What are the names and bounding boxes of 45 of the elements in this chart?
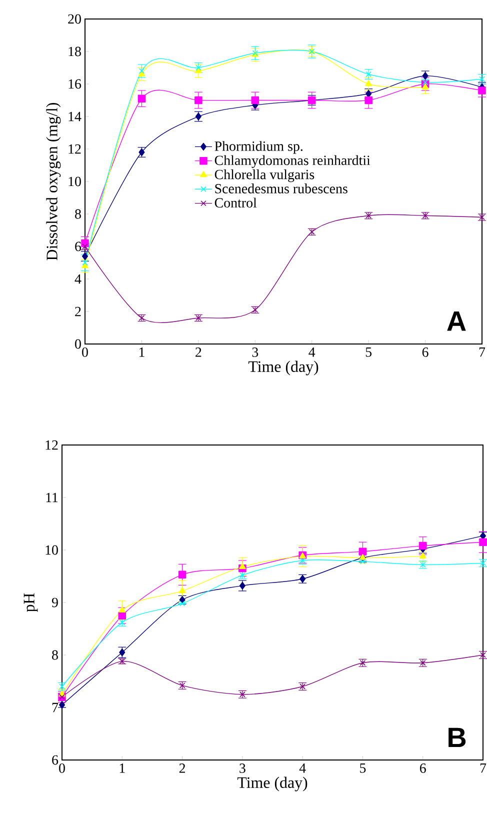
y-tick-label: 6 — [52, 755, 58, 765]
y-axis-title: pH — [24, 593, 38, 612]
annotation: B — [448, 728, 466, 748]
legend-label: Chlamydomonas reinhardtii — [214, 155, 370, 168]
legend-label: Phormidium sp. — [214, 141, 302, 154]
y-tick-label: 10 — [46, 545, 58, 555]
y-tick-label: 11 — [46, 492, 58, 502]
x-tick-label: 3 — [252, 348, 258, 357]
y-tick-label: 6 — [75, 242, 82, 252]
x-tick-label: 1 — [120, 764, 125, 773]
y-tick-label: 8 — [52, 650, 58, 660]
x-tick-label: 4 — [308, 348, 316, 357]
y-tick-label: 14 — [68, 112, 82, 122]
y-tick-label: 12 — [68, 144, 81, 154]
y-tick-label: 10 — [68, 176, 81, 186]
legend-label: Control — [214, 198, 257, 208]
x-tick-label: 5 — [360, 764, 366, 773]
x-axis-title: Time (day) — [248, 360, 318, 376]
legend-label: Chlorella vulgaris — [214, 169, 314, 182]
y-tick-label: 4 — [74, 274, 82, 284]
x-tick-label: 3 — [240, 764, 246, 773]
x-tick-label: 0 — [82, 348, 88, 357]
y-tick-label: 18 — [68, 46, 81, 56]
y-tick-label: 16 — [68, 79, 82, 89]
y-tick-label: 2 — [75, 306, 81, 316]
y-tick-label: 7 — [52, 702, 58, 712]
x-tick-label: 6 — [420, 764, 426, 773]
x-tick-label: 4 — [299, 764, 306, 773]
x-tick-label: 0 — [59, 764, 65, 773]
y-tick-label: 9 — [52, 598, 58, 608]
y-tick-label: 12 — [46, 440, 58, 450]
y-tick-label: 0 — [75, 339, 81, 349]
x-tick-label: 7 — [479, 348, 486, 357]
y-tick-label: 20 — [68, 14, 81, 24]
x-tick-label: 1 — [139, 348, 144, 357]
x-tick-label: 2 — [196, 348, 202, 357]
annotation: A — [447, 312, 466, 331]
x-tick-label: 5 — [366, 348, 372, 357]
legend-label: Scenedesmus rubescens — [215, 184, 348, 194]
x-tick-label: 7 — [480, 764, 486, 773]
y-tick-label: 8 — [75, 209, 81, 219]
x-tick-label: 6 — [422, 348, 428, 357]
x-axis-title: Time (day) — [237, 776, 308, 792]
x-tick-label: 2 — [179, 764, 186, 773]
y-axis-title: Dissolved oxygen (mg/l) — [46, 102, 61, 260]
